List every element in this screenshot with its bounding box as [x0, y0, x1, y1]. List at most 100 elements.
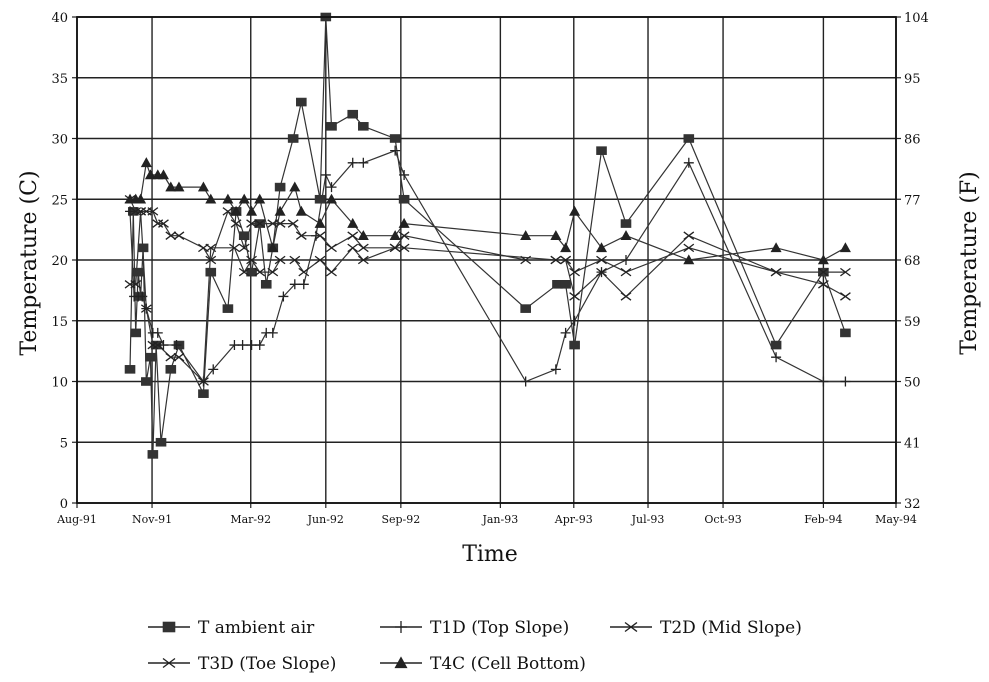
- data-point-t3d-toe-slope: [165, 231, 177, 240]
- data-point-t1d-top-slope: [125, 206, 136, 217]
- data-point-t3d-toe-slope: [173, 231, 185, 240]
- legend-item-t3d-toe-slope: T3D (Toe Slope): [148, 654, 336, 674]
- x-tick-label: Jul-93: [631, 513, 665, 526]
- y-tick-label-right: 86: [904, 133, 921, 148]
- data-point-t-ambient-air: [130, 328, 142, 338]
- data-point-t2d-mid-slope: [173, 352, 185, 362]
- data-point-t2d-mid-slope: [246, 255, 257, 265]
- data-point-t-ambient-air: [260, 279, 272, 289]
- data-point-t3d-toe-slope: [287, 219, 299, 228]
- y-tick-label-right: 77: [904, 193, 921, 208]
- y-tick-label-left: 40: [51, 11, 68, 26]
- legend-item-t4c-cell-bottom: T4C (Cell Bottom): [380, 654, 586, 674]
- data-point-t4c-cell-bottom: [550, 230, 562, 240]
- legend-item-t2d-mid-slope: T2D (Mid Slope): [610, 618, 802, 638]
- data-point-t2d-mid-slope: [267, 267, 279, 277]
- data-point-t1d-top-slope: [683, 157, 694, 168]
- data-point-t2d-mid-slope: [818, 280, 829, 289]
- data-point-t4c-cell-bottom: [157, 169, 169, 180]
- data-point-t1d-top-slope: [550, 364, 561, 375]
- data-point-t4c-cell-bottom: [222, 193, 234, 204]
- plot-frame: [76, 16, 897, 504]
- data-point-t1d-top-slope: [560, 327, 571, 338]
- x-tick-label: May-94: [875, 513, 917, 526]
- data-point-t4c-cell-bottom: [389, 230, 401, 240]
- x-tick-label: Apr-93: [554, 513, 593, 526]
- data-point-t4c-cell-bottom: [274, 205, 286, 216]
- data-point-t2d-mid-slope: [398, 243, 410, 253]
- data-point-t-ambient-air: [141, 377, 152, 386]
- data-point-t4c-cell-bottom: [173, 181, 185, 192]
- data-point-t2d-mid-slope: [347, 243, 359, 253]
- data-point-t3d-toe-slope: [238, 243, 250, 253]
- data-point-t2d-mid-slope: [140, 304, 152, 313]
- data-point-t3d-toe-slope: [230, 219, 242, 228]
- data-point-t3d-toe-slope: [198, 243, 209, 253]
- data-point-t-ambient-air: [596, 146, 607, 155]
- data-point-t4c-cell-bottom: [347, 217, 359, 228]
- data-point-t3d-toe-slope: [840, 267, 851, 277]
- data-point-t3d-toe-slope: [683, 243, 695, 253]
- data-point-t-ambient-air: [620, 219, 632, 228]
- data-point-t1d-top-slope: [152, 327, 163, 338]
- data-point-t4c-cell-bottom: [165, 181, 177, 192]
- data-point-t2d-mid-slope: [298, 267, 310, 277]
- data-point-t-ambient-air: [198, 389, 209, 398]
- data-point-t3d-toe-slope: [550, 255, 562, 265]
- data-point-t4c-cell-bottom: [569, 205, 581, 216]
- data-point-t2d-mid-slope: [165, 352, 177, 362]
- data-point-t-ambient-air: [358, 122, 369, 131]
- data-point-t3d-toe-slope: [398, 231, 410, 240]
- data-point-t-ambient-air: [398, 194, 410, 204]
- legend-label: T3D (Toe Slope): [198, 654, 336, 674]
- data-point-t3d-toe-slope: [569, 267, 580, 277]
- x-tick-label: Sep-92: [381, 513, 420, 526]
- data-point-t-ambient-air: [147, 450, 159, 459]
- data-point-t-ambient-air: [347, 109, 359, 119]
- data-point-t-ambient-air: [840, 328, 851, 338]
- legend: T ambient air T1D (Top Slope) T2D (Mid Slo…: [148, 618, 802, 674]
- data-point-t1d-top-slope: [347, 157, 358, 168]
- data-point-t1d-top-slope: [620, 255, 631, 265]
- data-point-t1d-top-slope: [237, 340, 248, 351]
- y-tick-label-left: 0: [60, 497, 68, 512]
- y-tick-label-left: 25: [51, 193, 68, 208]
- data-point-t4c-cell-bottom: [357, 230, 369, 240]
- data-point-t1d-top-slope: [771, 352, 782, 363]
- data-point-t3d-toe-slope: [147, 207, 159, 216]
- data-point-t3d-toe-slope: [357, 243, 369, 253]
- x-tick-label: Mar-92: [230, 513, 271, 526]
- data-point-t4c-cell-bottom: [230, 205, 242, 216]
- data-point-t-ambient-air: [287, 134, 299, 143]
- data-point-t2d-mid-slope: [326, 267, 337, 277]
- data-point-t4c-cell-bottom: [289, 181, 301, 192]
- y-tick-label-right: 68: [904, 254, 921, 269]
- data-point-t1d-top-slope: [326, 182, 337, 193]
- data-point-t4c-cell-bottom: [140, 157, 152, 168]
- data-point-t2d-mid-slope: [840, 292, 851, 301]
- data-point-t4c-cell-bottom: [683, 254, 695, 265]
- data-point-t3d-toe-slope: [158, 219, 169, 228]
- data-point-t-ambient-air: [155, 437, 167, 447]
- data-point-t1d-top-slope: [390, 145, 401, 156]
- data-point-t-ambient-air: [124, 365, 136, 374]
- data-point-t1d-top-slope: [289, 279, 300, 290]
- axes: 0 32 5 41 10 50 15 59 20 68 25 77 30 86 35 95 40 104 Aug-9…: [51, 11, 928, 526]
- data-point-t4c-cell-bottom: [326, 193, 338, 204]
- y-tick-label-left: 20: [51, 254, 68, 269]
- x-tick-label: Feb-94: [804, 513, 842, 526]
- data-point-t4c-cell-bottom: [267, 242, 279, 253]
- data-point-t3d-toe-slope: [222, 207, 234, 216]
- grid-lines: [76, 16, 897, 504]
- legend-item-t-ambient-air: T ambient air: [148, 618, 315, 638]
- data-point-t1d-top-slope: [320, 169, 331, 180]
- data-point-t3d-toe-slope: [818, 267, 829, 277]
- data-point-t2d-mid-slope: [229, 243, 240, 253]
- data-point-t4c-cell-bottom: [620, 230, 632, 240]
- data-point-t4c-cell-bottom: [295, 205, 307, 216]
- y-tick-label-left: 30: [51, 133, 68, 148]
- data-point-t3d-toe-slope: [295, 231, 307, 240]
- y-tick-label-right: 59: [904, 315, 921, 330]
- data-point-t3d-toe-slope: [389, 243, 401, 253]
- data-point-t1d-top-slope: [298, 279, 309, 290]
